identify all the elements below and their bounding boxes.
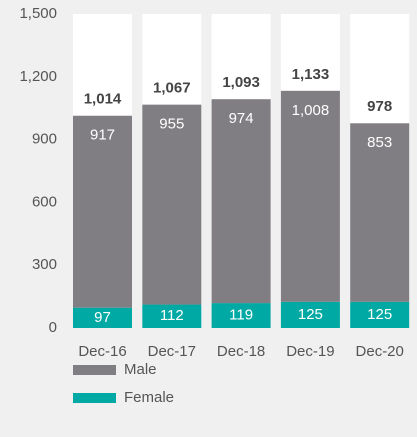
data-label: 853 <box>367 134 392 151</box>
total-label: 1,133 <box>292 66 330 83</box>
x-tick-label: Dec-19 <box>286 343 334 360</box>
bar-segment <box>142 104 202 305</box>
bar-segment <box>350 301 410 328</box>
legend-swatch <box>73 365 116 375</box>
bar-segment <box>211 99 271 304</box>
bar-segment <box>280 301 340 328</box>
data-label: 955 <box>159 116 184 133</box>
x-tick-label: Dec-16 <box>78 343 126 360</box>
legend-label: Male <box>124 361 157 378</box>
bar-segment <box>73 115 132 308</box>
legend-label: Female <box>124 389 174 406</box>
data-label: 974 <box>229 110 254 127</box>
data-label: 125 <box>367 306 392 323</box>
total-label: 1,014 <box>84 91 122 108</box>
data-label: 917 <box>90 127 115 144</box>
y-tick-label: 1,500 <box>19 5 57 22</box>
bar-segment <box>142 304 202 328</box>
legend-swatch <box>73 393 116 403</box>
bar-segment <box>280 90 340 302</box>
data-label: 119 <box>229 307 253 324</box>
data-label: 112 <box>160 307 184 324</box>
x-tick-label: Dec-18 <box>217 343 265 360</box>
x-tick-label: Dec-17 <box>148 343 196 360</box>
total-label: 1,093 <box>222 74 260 91</box>
y-tick-label: 0 <box>49 319 57 336</box>
data-label: 125 <box>298 306 323 323</box>
y-tick-label: 1,200 <box>19 68 57 85</box>
bar-segment <box>211 303 271 328</box>
data-label: 97 <box>94 309 111 326</box>
total-label: 978 <box>367 98 392 115</box>
x-tick-label: Dec-20 <box>356 343 404 360</box>
bar-segment <box>350 123 410 302</box>
bar-segment <box>73 307 132 328</box>
y-tick-label: 300 <box>32 256 57 273</box>
data-label: 1,008 <box>292 102 330 119</box>
total-label: 1,067 <box>153 80 191 97</box>
y-tick-label: 900 <box>32 131 57 148</box>
y-tick-label: 600 <box>32 193 57 210</box>
